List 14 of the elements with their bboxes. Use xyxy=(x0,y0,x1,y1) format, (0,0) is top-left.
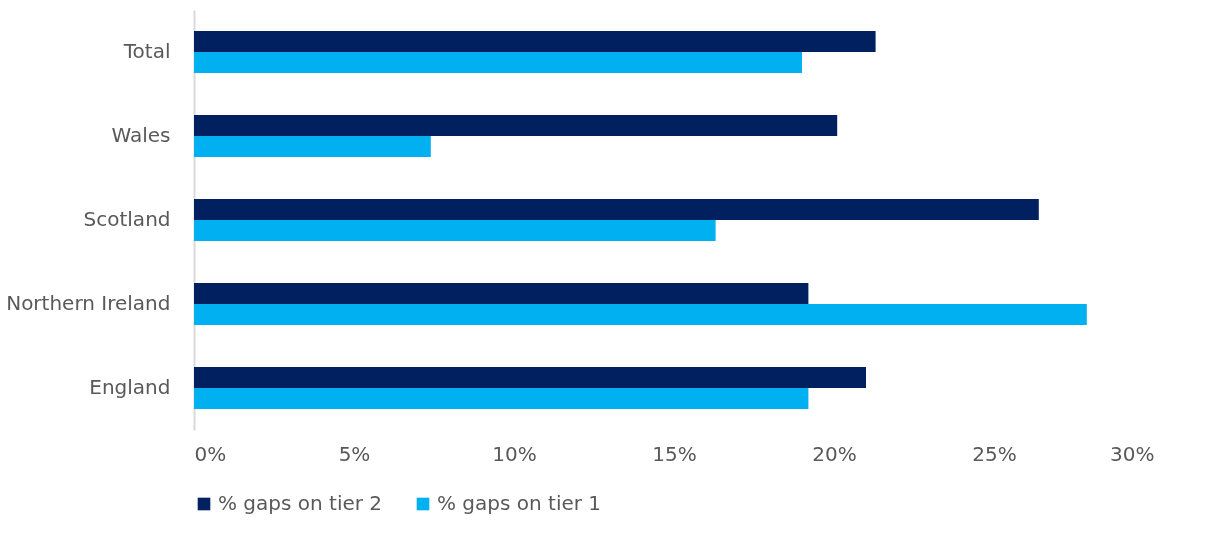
y-tick-label: England xyxy=(89,375,171,399)
y-tick-label: Northern Ireland xyxy=(6,291,171,315)
x-tick-label: 5% xyxy=(338,441,371,466)
x-tick-label: 10% xyxy=(492,441,537,466)
x-tick-label: 15% xyxy=(652,441,697,466)
y-tick-label: Total xyxy=(122,39,171,63)
legend-label: % gaps on tier 2 xyxy=(218,491,383,515)
x-tick-label: 0% xyxy=(194,441,227,466)
x-tick-label: 30% xyxy=(1110,441,1155,466)
y-tick-label: Wales xyxy=(111,123,171,147)
x-tick-label: 25% xyxy=(972,441,1017,466)
y-tick-label: Scotland xyxy=(83,207,171,231)
legend-label: % gaps on tier 1 xyxy=(437,491,602,515)
x-tick-label: 20% xyxy=(812,441,857,466)
